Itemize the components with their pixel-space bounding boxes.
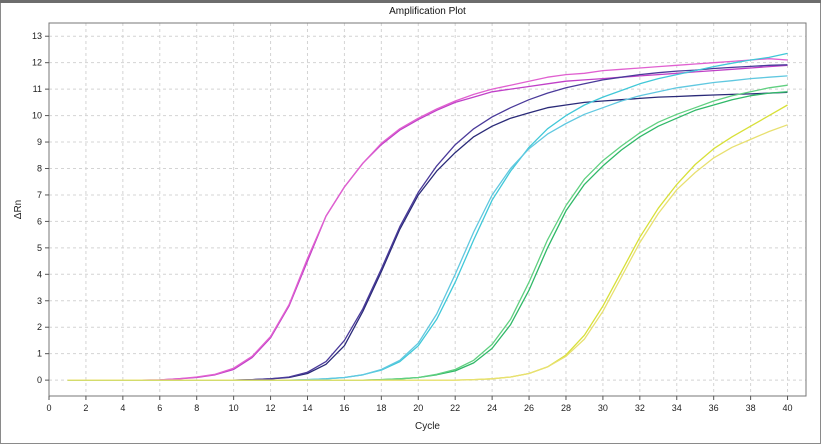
x-tick-label: 40 [783, 403, 793, 413]
y-tick-label: 6 [37, 216, 42, 226]
series-line-3 [67, 91, 788, 381]
y-tick-label: 11 [33, 84, 42, 94]
x-tick-label: 30 [598, 403, 608, 413]
y-tick-label: 9 [37, 137, 42, 147]
series-line-9 [67, 104, 788, 381]
x-tick-label: 32 [635, 403, 645, 413]
y-tick-label: 10 [32, 111, 42, 121]
series-line-10 [67, 124, 788, 381]
x-tick-label: 8 [194, 403, 199, 413]
x-tick-label: 22 [450, 403, 460, 413]
y-tick-label: 0 [37, 375, 42, 385]
window-top-border [0, 0, 821, 3]
plot-area [48, 22, 807, 397]
x-tick-label: 0 [46, 403, 51, 413]
x-tick-label: 6 [157, 403, 162, 413]
y-tick-label: 7 [37, 190, 42, 200]
x-tick-label: 12 [266, 403, 276, 413]
series-line-5 [67, 52, 788, 381]
x-tick-label: 28 [561, 403, 571, 413]
grid [49, 23, 806, 396]
series-lines [67, 52, 788, 381]
x-tick-label: 4 [120, 403, 125, 413]
x-tick-label: 26 [524, 403, 534, 413]
series-line-6 [67, 75, 788, 381]
x-tick-label: 18 [376, 403, 386, 413]
y-tick-label: 4 [37, 269, 42, 279]
y-tick-label: 3 [37, 296, 42, 306]
y-tick-label: 12 [32, 58, 42, 68]
y-tick-label: 5 [37, 243, 42, 253]
x-tick-label: 16 [339, 403, 349, 413]
y-tick-label: 2 [37, 322, 42, 332]
x-tick-label: 20 [413, 403, 423, 413]
series-line-7 [67, 91, 788, 381]
axis-ticks: 0 2 4 6 8 10 12 14 16 18 20 22 24 26 28 30 32 34 36 38 40012… [32, 31, 793, 413]
y-axis-title: ΔRn [13, 200, 24, 219]
series-line-8 [67, 84, 788, 381]
x-axis-title: Cycle [415, 421, 440, 432]
y-tick-label: 1 [37, 349, 42, 359]
chart-title: Amplification Plot [389, 6, 466, 17]
x-tick-label: 34 [672, 403, 682, 413]
y-tick-label: 8 [37, 163, 42, 173]
x-tick-label: 2 [83, 403, 88, 413]
series-line-2 [67, 58, 788, 381]
y-tick-label: 13 [32, 31, 42, 41]
x-tick-label: 14 [302, 403, 312, 413]
x-tick-label: 36 [709, 403, 719, 413]
x-tick-label: 38 [746, 403, 756, 413]
x-tick-label: 24 [487, 403, 497, 413]
x-tick-label: 10 [229, 403, 239, 413]
